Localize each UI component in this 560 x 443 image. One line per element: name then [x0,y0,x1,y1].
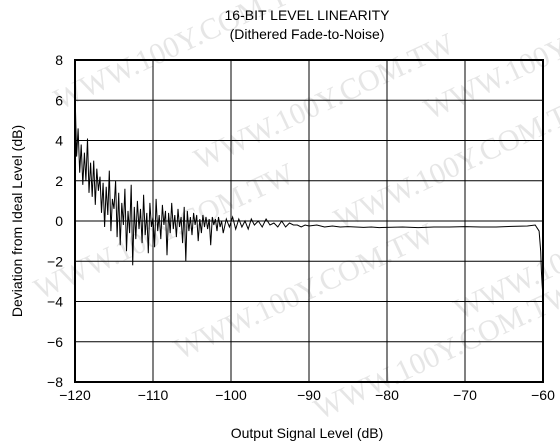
y-tick-label: −2 [47,253,63,269]
y-tick-label: 2 [55,173,63,189]
x-tick-label: −100 [215,387,247,403]
chart-title: 16-BIT LEVEL LINEARITY [225,7,391,23]
y-tick-label: 8 [55,52,63,68]
tick-labels: −120 −110 −100 −90 −80 −70 −60 −8 −6 −4 −2 0 2 4 6 8 [47,52,555,403]
watermark-text: WWW.100Y.COM.TW [29,157,300,307]
series-line [74,90,544,298]
y-tick-label: −6 [47,334,63,350]
x-tick-label: −80 [375,387,399,403]
x-tick-label: −60 [531,387,555,403]
y-axis-label: Deviation from Ideal Level (dB) [9,125,25,317]
x-tick-label: −110 [138,387,169,403]
y-tick-label: 6 [55,92,63,108]
y-tick-label: 4 [55,133,63,149]
y-tick-label: −8 [47,374,63,390]
x-axis-label: Output Signal Level (dB) [231,425,384,441]
watermark-text: WWW.100Y.COM.TW [309,277,560,427]
watermark-text: WWW.100Y.COM.TW [169,217,440,367]
plot-frame [74,59,544,383]
y-tick-label: 0 [55,213,63,229]
watermark-text: WWW.100Y.COM.TW [189,27,460,177]
y-tick-label: −4 [47,294,63,310]
watermark-layer: WWW.100Y.COM.TWWWW.100Y.COM.TWWWW.100Y.C… [29,0,560,426]
x-tick-label: −90 [297,387,321,403]
x-tick-label: −120 [59,387,91,403]
x-tick-label: −70 [453,387,477,403]
chart-subtitle: (Dithered Fade-to-Noise) [230,26,385,42]
